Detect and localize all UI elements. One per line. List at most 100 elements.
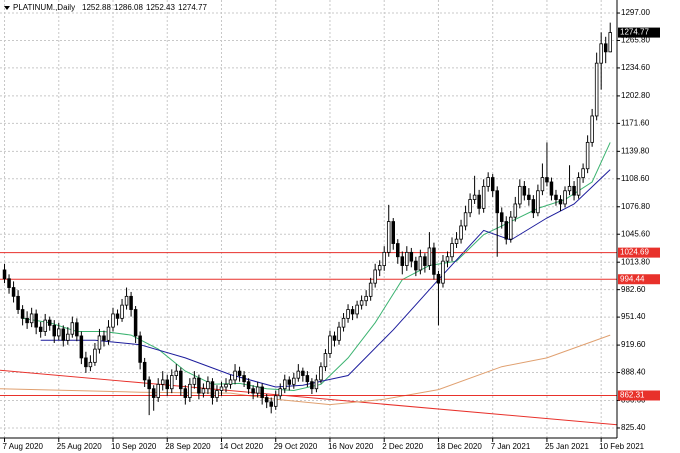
current-price-box (618, 27, 660, 38)
y-tick-label: 951.40 (621, 312, 646, 321)
candle-body (237, 370, 242, 376)
candle-body (486, 177, 490, 187)
candle-body (445, 256, 450, 262)
candle-body (504, 221, 509, 240)
candle-body (296, 370, 301, 379)
chart-symbol: PLATINUM.,Daily (13, 3, 75, 12)
candle-body (594, 62, 599, 117)
candle-body (301, 370, 305, 376)
candle-body (490, 177, 495, 192)
candle-body (599, 43, 603, 64)
y-tick-label: 1139.80 (621, 146, 650, 155)
y-tick-label: 1265.80 (621, 36, 650, 45)
candle-body (151, 388, 156, 398)
candle-body (20, 309, 25, 319)
candle-body (219, 386, 224, 391)
candle-body (11, 287, 16, 297)
candle-body (147, 379, 151, 390)
candle-body (409, 251, 414, 262)
header-prices: 1252.88 1286.08 1252.43 1274.77 (82, 3, 207, 12)
candle-body (481, 185, 486, 209)
candle-body (540, 177, 545, 192)
candle-body (549, 181, 554, 196)
candle-body (165, 379, 170, 390)
candle-body (88, 361, 93, 368)
candle-body (585, 141, 590, 170)
candle-body (513, 203, 518, 218)
candle-body (499, 212, 504, 222)
candle-body (61, 328, 66, 341)
candle-body (414, 260, 418, 271)
candle-body (224, 383, 228, 388)
candle-body (84, 357, 88, 368)
candle-body (233, 370, 237, 381)
candle-body (70, 322, 75, 335)
candle-body (328, 335, 332, 354)
candle-body (518, 185, 522, 205)
candle-body (142, 361, 147, 381)
candle-body (468, 199, 472, 214)
candle-body (396, 243, 400, 258)
candle-body (436, 273, 441, 284)
candle-body (2, 269, 7, 280)
candle-body (377, 265, 382, 271)
y-tick-label: 1297.00 (621, 8, 650, 17)
candle-body (314, 379, 319, 390)
candle-body (572, 185, 576, 196)
candle-body (287, 379, 292, 385)
candle-body (260, 386, 264, 398)
candle-body (509, 216, 513, 240)
header-price: 1252.88 (82, 3, 111, 12)
candle-body (156, 383, 160, 398)
candle-body (603, 43, 608, 53)
x-tick-label: 2 Dec 2020 (382, 442, 423, 451)
trendline (0, 369, 618, 426)
candle-body (215, 390, 219, 398)
y-tick-label: 1202.80 (621, 91, 650, 100)
candle-body (174, 370, 179, 376)
candle-body (160, 379, 165, 385)
candle-body (405, 251, 409, 266)
x-tick-label: 10 Sep 2020 (111, 442, 157, 451)
candle-body (386, 221, 391, 253)
candle-body (323, 353, 328, 368)
candle-body (52, 324, 56, 337)
level-label-box (618, 274, 660, 285)
menu-triangle (4, 6, 10, 10)
header-price: 1274.77 (178, 3, 207, 12)
candle-body (337, 326, 341, 341)
level-label: 994.44 (620, 274, 645, 283)
x-tick-label: 28 Sep 2020 (165, 442, 211, 451)
x-tick-label: 10 Feb 2021 (599, 442, 644, 451)
candle-body (418, 256, 423, 271)
candle-body (463, 212, 468, 227)
y-tick-label: 1013.80 (621, 257, 650, 266)
candle-body (115, 313, 120, 319)
candle-body (111, 313, 115, 328)
candle-body (558, 199, 563, 205)
x-tick-label: 18 Dec 2020 (436, 442, 482, 451)
level-label: 1024.69 (620, 248, 649, 257)
candle-body (47, 319, 52, 326)
grid (0, 0, 617, 438)
candle-body (188, 383, 192, 398)
candle-body (545, 177, 549, 183)
x-tick-label: 14 Oct 2020 (219, 442, 263, 451)
candle-body (264, 397, 269, 403)
y-tick-label: 982.60 (621, 285, 646, 294)
candle-body (183, 388, 188, 398)
candle-body (608, 32, 612, 53)
y-tick-label: 1171.60 (621, 118, 650, 127)
candle-body (576, 177, 581, 196)
candle-body (57, 328, 61, 337)
candle-body (355, 304, 359, 315)
candle-body (106, 326, 111, 341)
candle-body (391, 221, 396, 244)
y-tick-label: 919.60 (621, 340, 646, 349)
candle-body (359, 300, 364, 306)
candle-body (228, 379, 233, 385)
candle-body (38, 326, 43, 332)
candle-body (138, 335, 142, 363)
candle-body (97, 335, 102, 350)
candle-body (66, 333, 70, 341)
